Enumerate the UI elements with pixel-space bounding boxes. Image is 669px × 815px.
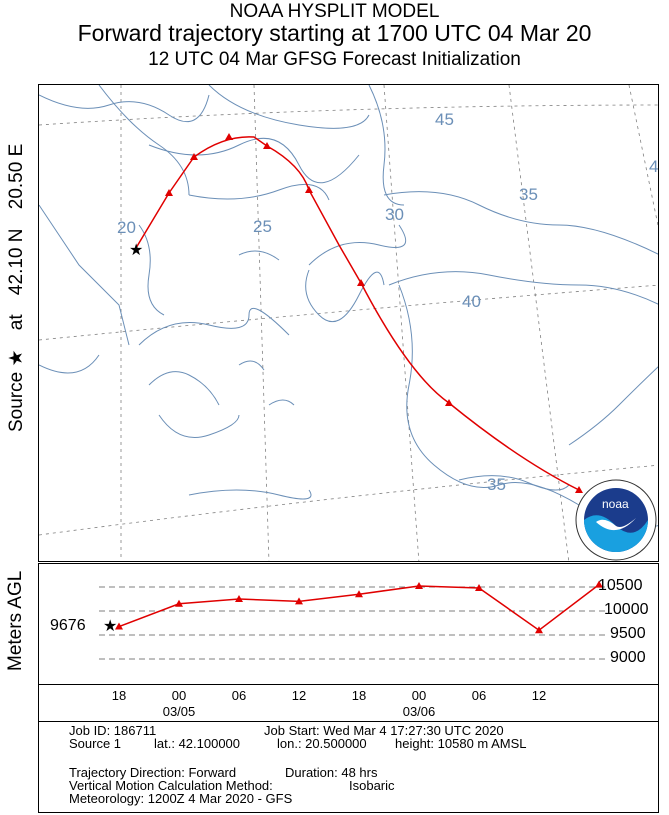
time-axis: 18 00 06 12 18 00 06 12 03/05 03/06 [38,685,659,721]
map-canvas: ★ [39,85,658,561]
y-tick-9500: 9500 [610,625,646,642]
coastlines [39,85,658,528]
hour-tick: 00 [171,688,187,703]
at-label: at [6,314,27,331]
hour-tick: 12 [291,688,307,703]
altitude-marker [175,599,183,607]
source-location-label: Source ★ at 42.10 N 20.50 E [5,130,28,432]
hour-tick: 12 [531,688,547,703]
map-grid [39,85,658,561]
trajectory-duration: Duration: 48 hrs [285,765,378,780]
source-height: height: 10580 m AMSL [395,736,527,751]
altitude-marker [235,595,243,602]
altitude-axis-label: Meters AGL [5,570,26,671]
altitude-markers [115,580,603,634]
altitude-marker [475,583,483,591]
grid-label-lon-20: 20 [117,218,136,237]
altitude-chart: ★ [99,580,609,660]
hour-tick: 18 [111,688,127,703]
y-tick-10500: 10500 [598,577,643,594]
source-lat: lat.: 42.100000 [154,736,241,751]
altitude-marker [115,622,123,630]
hour-tick: 06 [231,688,247,703]
trajectory-path [135,136,580,491]
y-tick-10000: 10000 [604,601,649,618]
longitude-label: 20.50 E [6,143,27,210]
source-star-icon: ★ [129,242,143,259]
start-altitude-label: 9676 [50,617,86,634]
altitude-panel: ★ [38,563,659,685]
altitude-marker [595,580,603,588]
grid-label-lat-40: 40 [462,292,481,311]
job-info-box: Job ID: 186711 Job Start: Wed Mar 4 17:2… [38,721,659,813]
grid-label-lon-40: 40 [649,157,659,176]
source-label: Source ★ [6,349,27,432]
trajectory-title: Forward trajectory starting at 1700 UTC … [77,20,592,46]
vertical-motion-value: Isobaric [349,778,395,793]
job-id: Job ID: 186711 [69,723,157,738]
y-tick-9000: 9000 [610,649,646,666]
trajectory-direction: Trajectory Direction: Forward [69,765,237,780]
source-number: Source 1 [69,736,122,751]
altitude-marker [295,597,303,605]
grid-label-lon-35: 35 [519,185,538,204]
altitude-gridlines [99,586,609,660]
date-label-0306: 03/06 [402,704,436,719]
altitude-marker [535,626,543,634]
hour-tick: 06 [471,688,487,703]
altitude-marker [355,590,363,598]
forecast-subtitle: 12 UTC 04 Mar GFSG Forecast Initializati… [148,49,521,70]
grid-label-lat-35: 35 [487,475,506,494]
meteorology: Meteorology: 1200Z 4 Mar 2020 - GFS [69,791,293,806]
latitude-label: 42.10 N [6,228,27,296]
source-lon: lon.: 20.500000 [277,736,367,751]
hour-tick: 18 [351,688,367,703]
noaa-logo: noaa [574,478,658,567]
model-title: NOAA HYSPLIT MODEL [229,1,440,22]
grid-label-lon-30: 30 [385,205,404,224]
vertical-motion-method: Vertical Motion Calculation Method: [69,778,273,793]
grid-label-lon-25: 25 [253,217,272,236]
trajectory-map: ★ 45 40 20 25 30 35 40 35 [38,84,659,562]
start-star-icon: ★ [103,618,117,635]
hour-tick: 00 [411,688,427,703]
grid-label-lat-45: 45 [435,110,454,129]
date-label-0305: 03/05 [162,704,196,719]
trajectory-markers [165,133,583,493]
noaa-logo-text: noaa [602,497,629,511]
job-start: Job Start: Wed Mar 4 17:27:30 UTC 2020 [264,723,504,738]
altitude-marker [415,582,423,590]
